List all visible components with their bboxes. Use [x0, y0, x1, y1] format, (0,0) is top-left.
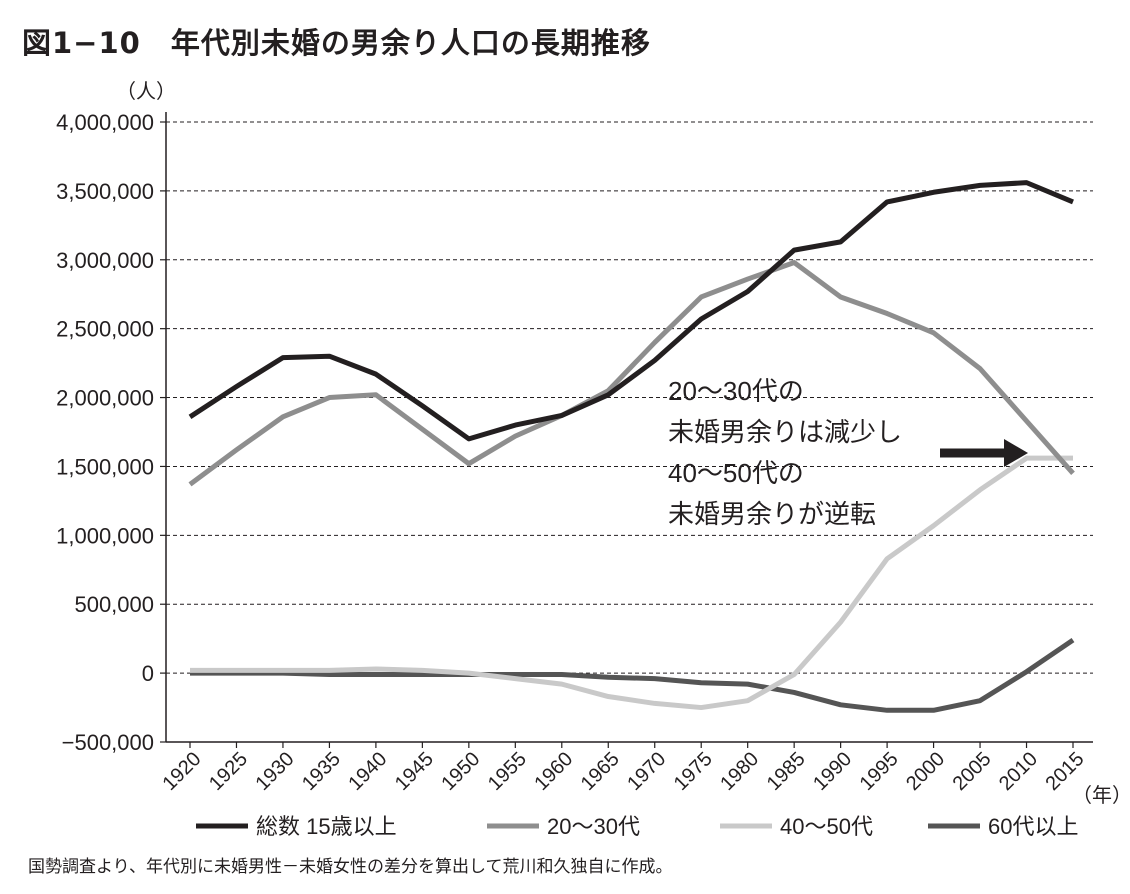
- x-tick-label: 1935: [298, 748, 345, 795]
- x-axis: 1920 1925 1930 1935 1940 1945 1950 1955 1960 1965…: [159, 741, 1130, 807]
- x-tick-label: 1940: [344, 748, 391, 795]
- x-tick-label: 1925: [205, 748, 252, 795]
- series-line-0: [188, 180, 1074, 442]
- y-tick-label: 0: [142, 661, 154, 686]
- x-tick-label: 1985: [763, 748, 810, 795]
- x-tick-label: 1980: [716, 748, 763, 795]
- y-axis: 4,000,000 3,500,000 3,000,000 2,500,000 2,00…: [56, 80, 176, 755]
- x-tick-label: 1930: [251, 748, 298, 795]
- annotation-text: 未婚男余りは減少し: [668, 417, 902, 447]
- x-tick-label: 1955: [484, 748, 531, 795]
- series-line-3: [190, 637, 1075, 713]
- y-tick-label: 500,000: [74, 592, 154, 617]
- x-tick-label: 1990: [809, 748, 856, 795]
- gridlines: [166, 121, 1093, 674]
- x-tick-label: 1970: [623, 748, 670, 795]
- x-axis-unit: （年）: [1072, 784, 1130, 807]
- y-tick-label: −500,000: [62, 730, 154, 755]
- y-tick-label: 2,500,000: [56, 317, 154, 342]
- y-axis-unit: （人）: [116, 80, 176, 103]
- series-line-2: [190, 455, 1073, 711]
- y-tick-label: 2,000,000: [56, 386, 154, 411]
- annotation-text: 40～50代の: [668, 458, 804, 488]
- y-tick-label: 1,500,000: [56, 454, 154, 479]
- x-tick-label: 1945: [391, 748, 438, 795]
- y-tick-label: 1,000,000: [56, 523, 154, 548]
- x-tick-label: 2000: [902, 748, 949, 795]
- footnote: 国勢調査より、年代別に未婚男性－未婚女性の差分を算出して荒川和久独自に作成。: [28, 857, 673, 877]
- x-tick-label: 2005: [949, 748, 996, 795]
- y-tick-label: 3,500,000: [56, 179, 154, 204]
- y-tick-label: 3,000,000: [56, 248, 154, 273]
- x-tick-label: 1950: [437, 748, 484, 795]
- annotation-text: 20～30代の: [668, 376, 804, 406]
- series-lines: [188, 180, 1075, 713]
- legend-label-0: 総数 15歳以上: [256, 814, 397, 839]
- chart-title: 図1−10 年代別未婚の男余り人口の長期推移: [22, 26, 651, 60]
- x-tick-label: 1920: [159, 748, 206, 795]
- series-line-1: [188, 260, 1075, 487]
- x-tick-label: 1960: [530, 748, 577, 795]
- annotation-text: 未婚男余りが逆転: [668, 499, 876, 529]
- y-tick-label: 4,000,000: [56, 110, 154, 135]
- legend: 総数 15歳以上 20～30代 40～50代 60代以上: [196, 814, 1078, 839]
- legend-label-3: 60代以上: [988, 814, 1078, 839]
- legend-label-2: 40～50代: [780, 814, 873, 839]
- legend-label-1: 20～30代: [547, 814, 640, 839]
- x-tick-label: 1965: [577, 748, 624, 795]
- x-tick-label: 1975: [670, 748, 717, 795]
- x-tick-label: 1995: [856, 748, 903, 795]
- annotation-arrow-head: [1004, 439, 1028, 467]
- x-tick-label: 2010: [995, 748, 1042, 795]
